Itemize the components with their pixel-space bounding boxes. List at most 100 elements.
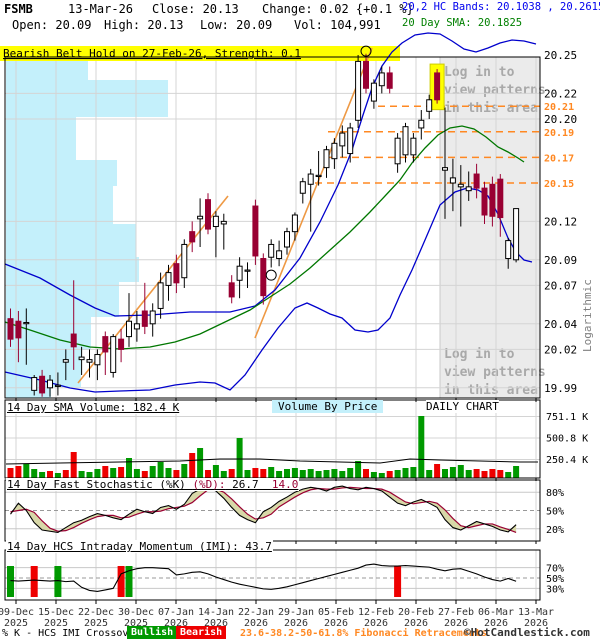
volume-bar bbox=[442, 469, 448, 478]
volume-bar bbox=[252, 468, 259, 478]
volume-bar bbox=[449, 467, 456, 478]
bullish-candle bbox=[94, 354, 101, 366]
volume-bar bbox=[291, 468, 298, 478]
login-area-text: Log in to bbox=[444, 347, 515, 362]
volume-bar bbox=[23, 464, 30, 478]
price-axis-label: 20.20 bbox=[544, 113, 577, 126]
date-year-label: 2026 bbox=[244, 618, 268, 629]
ticker-symbol: FSMB bbox=[4, 2, 33, 16]
stochastic-axis-label: 50% bbox=[546, 507, 564, 518]
bullish-candle bbox=[157, 282, 164, 309]
fibonacci-layer bbox=[315, 105, 540, 184]
sma20-line bbox=[4, 125, 525, 350]
trendline bbox=[254, 47, 373, 339]
bullish-candle bbox=[78, 356, 85, 361]
bullish-candle bbox=[465, 186, 472, 192]
fibonacci-level-label: 20.19 bbox=[544, 128, 574, 139]
volume-bar bbox=[465, 470, 472, 478]
bullish-candle bbox=[370, 82, 377, 102]
date-label: 07-Jan bbox=[158, 607, 194, 618]
bullish-candle bbox=[449, 177, 456, 184]
volume-bar bbox=[244, 470, 251, 478]
bullish-candle bbox=[402, 126, 409, 156]
volume-by-price-bar bbox=[6, 117, 76, 131]
volume-by-price-bar bbox=[6, 160, 117, 186]
bearish-candle bbox=[228, 282, 235, 298]
bearish-candle bbox=[497, 178, 504, 219]
volume-bar bbox=[323, 470, 330, 478]
volume-by-price-bar bbox=[6, 57, 88, 80]
volume-value: Vol: 104,991 bbox=[294, 18, 381, 32]
bullish-candle bbox=[513, 208, 520, 261]
bullish-candle bbox=[323, 149, 330, 169]
bullish-candle bbox=[244, 269, 251, 272]
date-label: 09-Dec bbox=[0, 607, 34, 618]
close-value: Close: 20.13 bbox=[152, 2, 239, 16]
volume-bar bbox=[86, 472, 93, 478]
bullish-legend-badge: Bullish bbox=[127, 626, 178, 639]
volume-bar bbox=[347, 468, 354, 478]
volume-by-price-bar bbox=[6, 282, 119, 317]
date-year-label: 2026 bbox=[484, 618, 508, 629]
volume-bar bbox=[299, 470, 306, 478]
volume-bar bbox=[110, 468, 117, 478]
volume-bar bbox=[126, 458, 132, 478]
date-label: 20-Feb bbox=[398, 607, 434, 618]
bearish-candle bbox=[252, 205, 259, 257]
bearish-candle bbox=[102, 336, 109, 353]
volume-bar bbox=[386, 471, 393, 478]
bullish-candle bbox=[315, 174, 322, 178]
bearish-legend-badge: Bearish bbox=[176, 626, 227, 639]
date-label: 22-Jan bbox=[238, 607, 274, 618]
volume-by-price-bar bbox=[6, 80, 168, 117]
pattern-banner-text: Bearish Belt Hold on 27-Feb-26, Strength… bbox=[3, 47, 301, 60]
stochastic-value-d: 14.0 bbox=[271, 478, 299, 491]
volume-bar bbox=[355, 461, 362, 478]
bearish-candle bbox=[189, 231, 196, 243]
price-axis-label: 20.25 bbox=[544, 49, 577, 62]
bearish-crossover-bar bbox=[394, 566, 402, 597]
stochastic-axis-label: 80% bbox=[546, 488, 564, 499]
bearish-crossover-bar bbox=[30, 566, 38, 597]
imi-axis-label: 50% bbox=[546, 574, 564, 585]
volume-bar bbox=[378, 473, 385, 478]
bullish-candle bbox=[197, 215, 204, 220]
volume-bar bbox=[489, 469, 496, 478]
date-year-label: 2026 bbox=[524, 618, 548, 629]
price-axis-label: 20.12 bbox=[544, 215, 577, 228]
volume-bar bbox=[39, 472, 46, 478]
login-pattern-box[interactable]: Log in to view patterns in this area Log in… bbox=[439, 56, 546, 399]
imi-label: 14 Day HCS Intraday Momentum (IMI): 43.7 bbox=[6, 540, 273, 553]
volume-bar bbox=[236, 438, 243, 478]
volume-bar bbox=[149, 466, 156, 478]
volume-bar bbox=[189, 453, 196, 478]
date-year-label: 2026 bbox=[364, 618, 388, 629]
fibonacci-level-label: 20.21 bbox=[544, 102, 574, 113]
volume-axis-label: 500.8 K bbox=[546, 434, 588, 445]
bullish-candle bbox=[181, 243, 188, 279]
bearish-candle bbox=[141, 310, 148, 327]
volume-bar bbox=[473, 469, 480, 478]
volume-bar bbox=[94, 469, 101, 478]
volume-bar bbox=[497, 470, 504, 478]
date-label: 27-Feb bbox=[438, 607, 474, 618]
axis-labels-layer: 20.21 20.19 20.17 20.15 20.25 20.22 20.20 20.12… bbox=[0, 49, 588, 629]
volume-by-price-bar bbox=[6, 257, 139, 282]
date-year-label: 2025 bbox=[124, 618, 148, 629]
volume-bar bbox=[181, 464, 188, 478]
volume-bar bbox=[205, 470, 211, 478]
bullish-candle bbox=[133, 323, 140, 330]
volume-sma-label: 14 Day SMA Volume: 182.4 K bbox=[6, 401, 181, 414]
date-year-label: 2025 bbox=[84, 618, 108, 629]
volume-bar bbox=[165, 468, 172, 478]
log-scale-label: Logarithmic bbox=[581, 279, 594, 352]
date-label: 05-Feb bbox=[318, 607, 354, 618]
date-label: 22-Dec bbox=[78, 607, 114, 618]
date-label: 15-Dec bbox=[38, 607, 74, 618]
stochastic-value-k: 26.7 bbox=[225, 478, 272, 491]
bullish-candle bbox=[355, 60, 362, 121]
volume-bar bbox=[370, 472, 377, 478]
price-axis-label: 20.04 bbox=[544, 318, 577, 331]
